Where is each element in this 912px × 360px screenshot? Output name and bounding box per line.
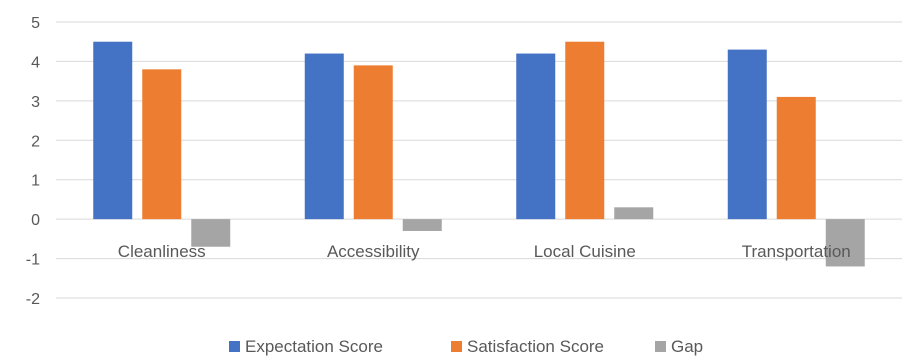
category-label: Accessibility (327, 242, 420, 261)
y-tick-label: 4 (31, 54, 40, 71)
y-tick-label: 0 (31, 212, 40, 229)
y-tick-label: 5 (31, 15, 40, 32)
y-tick-label: 1 (31, 173, 40, 190)
y-tick-label: 2 (31, 133, 40, 150)
bar-expectation-score-transportation (727, 49, 767, 220)
legend: Expectation Score Satisfaction Score Gap (229, 337, 703, 356)
bar-satisfaction-score-accessibility (353, 65, 393, 220)
bar-expectation-score-local-cuisine (516, 53, 556, 220)
y-tick-label: 3 (31, 94, 40, 111)
legend-swatch (655, 341, 666, 352)
bar-gap-local-cuisine (614, 207, 654, 220)
bar-satisfaction-score-cleanliness (142, 69, 182, 220)
bar-expectation-score-accessibility (304, 53, 344, 220)
bar-satisfaction-score-local-cuisine (565, 41, 605, 220)
category-label: Transportation (742, 242, 851, 261)
bar-gap-transportation (825, 219, 865, 267)
category-label: Cleanliness (118, 242, 206, 261)
bar-gap-cleanliness (191, 219, 231, 247)
legend-label: Gap (671, 337, 703, 356)
legend-label: Expectation Score (245, 337, 383, 356)
bar-gap-accessibility (402, 219, 442, 231)
legend-label: Satisfaction Score (467, 337, 604, 356)
bar-expectation-score-cleanliness (93, 41, 133, 220)
legend-swatch (229, 341, 240, 352)
category-label: Local Cuisine (534, 242, 636, 261)
legend-swatch (451, 341, 462, 352)
category-labels: Cleanliness Accessibility Local Cuisine Tra… (118, 242, 851, 261)
bars (93, 41, 865, 267)
y-tick-label: -1 (26, 252, 40, 269)
y-axis-ticks: -2 -1 0 1 2 3 4 5 (26, 15, 40, 308)
y-tick-label: -2 (26, 291, 40, 308)
bar-satisfaction-score-transportation (776, 96, 816, 220)
